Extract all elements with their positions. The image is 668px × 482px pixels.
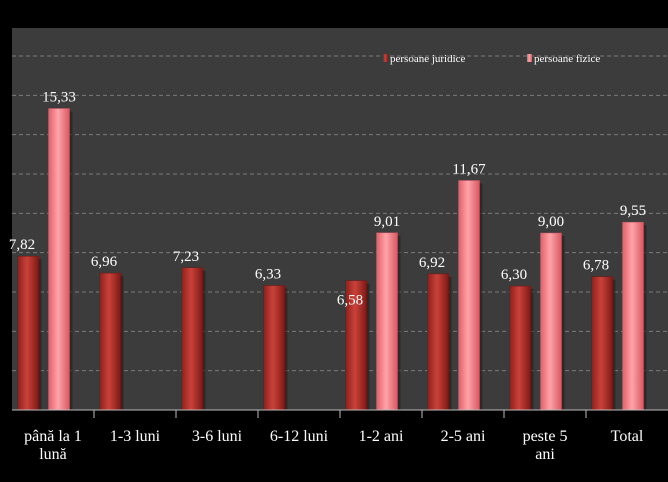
x-tick-label: peste 5 ani [523, 428, 568, 463]
legend-label: persoane juridice [390, 53, 466, 65]
x-tick-label: 3-6 luni [192, 428, 243, 445]
x-axis-ticks: până la 1 lună 1-3 luni 3-6 luni 6-12 luni 1-… [24, 410, 644, 463]
data-label: 9,55 [620, 203, 646, 219]
bar-persoane-juridice [509, 285, 531, 411]
data-labels: 7,82 15,33 6,96 7,23 6,33 6,58 9,01 6,92 11,67 6,… [9, 90, 646, 309]
bar-persoane-fizice [376, 232, 398, 411]
data-label: 9,00 [538, 214, 564, 230]
bar-persoane-fizice [458, 180, 480, 411]
x-tick-label: 2-5 ani [441, 428, 486, 445]
x-tick-label: până la 1 lună [24, 428, 82, 463]
bar-persoane-fizice [540, 232, 562, 411]
data-label: 9,01 [374, 214, 400, 230]
data-label: 6,78 [583, 258, 609, 274]
bars [17, 108, 647, 411]
data-label: 15,33 [42, 90, 76, 106]
bar-persoane-fizice [48, 108, 70, 411]
data-label: 6,58 [337, 293, 363, 309]
data-label: 6,96 [91, 254, 118, 270]
bar-persoane-juridice [99, 272, 121, 411]
data-label: 6,92 [419, 255, 445, 271]
data-label: 6,33 [255, 267, 281, 283]
bar-persoane-juridice [263, 285, 285, 411]
bar-persoane-fizice [622, 221, 644, 411]
legend-swatch [527, 54, 532, 62]
legend-swatch [383, 54, 388, 62]
bar-persoane-juridice [17, 255, 39, 411]
data-label: 7,82 [9, 237, 35, 253]
data-label: 7,23 [173, 249, 199, 265]
bar-persoane-juridice [591, 276, 613, 411]
legend: persoane juridice persoane fizice [383, 53, 600, 65]
data-label: 11,67 [452, 161, 486, 177]
x-tick-label: 6-12 luni [270, 428, 329, 445]
bar-persoane-juridice [181, 267, 203, 411]
bar-persoane-juridice [427, 273, 449, 411]
data-label: 6,30 [501, 267, 527, 283]
x-tick-label: 1-2 ani [359, 428, 404, 445]
x-tick-label: 1-3 luni [110, 428, 161, 445]
x-tick-label: Total [611, 428, 644, 445]
legend-label: persoane fizice [534, 53, 600, 65]
